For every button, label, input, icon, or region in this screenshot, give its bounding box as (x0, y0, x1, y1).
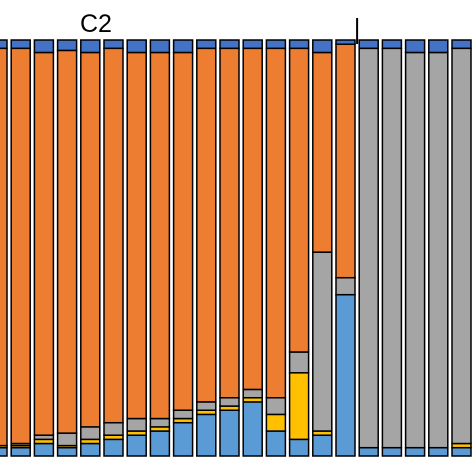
bar-segment-13-4 (288, 39, 310, 50)
bar-segment-9-2 (196, 401, 217, 411)
bar-segment-10-4 (219, 39, 240, 50)
bar-segment-15-4 (335, 39, 356, 45)
bar-segment-9-4 (196, 39, 217, 50)
bar-segment-7-2 (149, 417, 171, 428)
bar-segment-15-2 (335, 276, 356, 296)
bar-segment-17-4 (381, 39, 403, 50)
bar-segment-4-3 (80, 51, 101, 428)
bar-segment-16-4 (358, 39, 379, 50)
bar-segment-3-0 (56, 446, 78, 457)
bar-segment-4-0 (80, 442, 101, 457)
bar-segment-12-0 (265, 430, 287, 457)
bar-segment-0-4 (0, 39, 8, 50)
bar-segment-14-3 (312, 51, 333, 253)
bar-segment-5-2 (103, 421, 124, 436)
bar-segment-7-4 (149, 39, 171, 54)
bar-segment-20-0 (451, 446, 472, 457)
bar-segment-12-3 (265, 47, 287, 399)
bar-segment-11-3 (242, 47, 263, 391)
bar-segment-2-0 (33, 442, 55, 457)
bar-segment-12-1 (265, 413, 287, 432)
cluster-label: C2 (80, 10, 112, 38)
bar-segment-1-4 (10, 39, 31, 50)
bar-segment-14-0 (312, 434, 333, 457)
bar-segment-19-4 (428, 39, 449, 54)
bar-segment-7-3 (149, 51, 171, 420)
bar-segment-8-3 (172, 51, 194, 411)
bar-segment-6-2 (126, 417, 147, 432)
bar-segment-11-0 (242, 401, 263, 457)
bar-segment-14-2 (312, 251, 333, 432)
bar-segment-4-2 (80, 426, 101, 441)
bar-segment-13-2 (288, 351, 310, 374)
bar-segment-13-1 (288, 372, 310, 441)
bar-segment-8-0 (172, 421, 194, 457)
bar-segment-20-2 (451, 47, 472, 445)
bar-segment-10-2 (219, 397, 240, 407)
bar-segment-6-4 (126, 39, 147, 54)
bar-segment-16-2 (358, 47, 379, 449)
bar-segment-13-0 (288, 438, 310, 457)
bar-segment-5-3 (103, 47, 124, 424)
bar-segment-17-0 (381, 446, 403, 457)
bar-segment-9-3 (196, 47, 217, 403)
bar-segment-5-0 (103, 438, 124, 457)
bar-segment-1-0 (10, 446, 31, 457)
bar-segment-3-3 (56, 49, 78, 434)
bar-segment-6-3 (126, 51, 147, 420)
bar-segment-12-4 (265, 39, 287, 50)
bar-segment-18-0 (404, 446, 426, 457)
bar-segment-11-2 (242, 388, 263, 399)
bar-segment-10-0 (219, 409, 240, 457)
bar-segment-2-3 (33, 51, 55, 436)
bar-segment-10-3 (219, 47, 240, 399)
bar-segment-0-0 (0, 446, 8, 457)
bar-segment-8-2 (172, 409, 194, 420)
bar-segment-7-0 (149, 430, 171, 457)
bar-segment-1-3 (10, 47, 31, 445)
bar-segment-19-2 (428, 51, 449, 449)
bar-segment-15-3 (335, 43, 356, 279)
bar-segment-11-4 (242, 39, 263, 50)
bar-segment-16-0 (358, 446, 379, 457)
bar-segment-15-0 (335, 293, 356, 457)
bar-segment-3-2 (56, 432, 78, 447)
bar-segment-2-4 (33, 39, 55, 54)
bar-segment-8-4 (172, 39, 194, 54)
bar-segment-17-2 (381, 47, 403, 449)
bar-segment-20-4 (451, 39, 472, 50)
bar-segment-12-2 (265, 397, 287, 416)
bar-segment-19-0 (428, 446, 449, 457)
bar-segment-4-4 (80, 39, 101, 54)
bar-segment-5-4 (103, 39, 124, 50)
bar-segment-9-0 (196, 413, 217, 457)
bars-layer (0, 39, 472, 457)
bar-segment-0-3 (0, 47, 8, 447)
bar-segment-18-2 (404, 51, 426, 449)
bar-segment-0-1 (0, 444, 8, 449)
bar-segment-14-4 (312, 39, 333, 54)
bar-segment-3-4 (56, 39, 78, 52)
bar-segment-13-3 (288, 47, 310, 353)
bar-segment-6-0 (126, 434, 147, 457)
bar-segment-18-4 (404, 39, 426, 54)
